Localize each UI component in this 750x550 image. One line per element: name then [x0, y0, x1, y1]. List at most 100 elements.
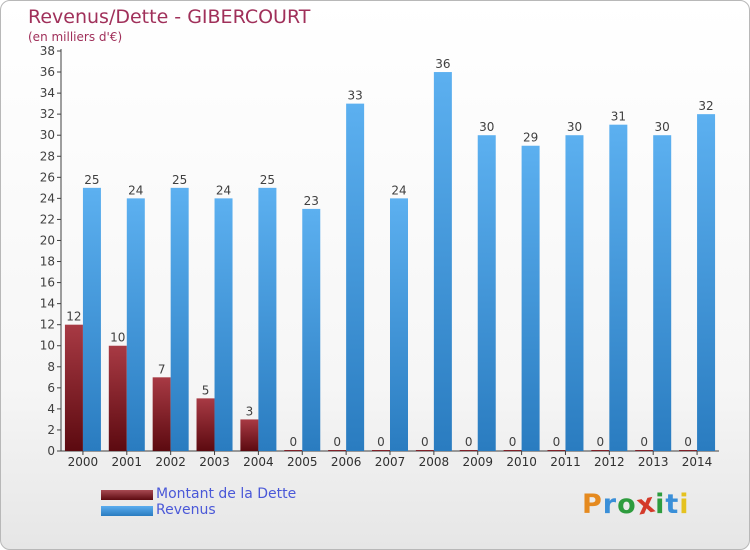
proxiti-logo: Proxiti	[582, 487, 690, 521]
y-tick-label: 2	[47, 423, 55, 437]
logo-letter: o	[617, 489, 637, 520]
bar-dette-2002	[152, 377, 171, 451]
label-revenus-2012: 31	[611, 110, 626, 124]
bar-dette-2011	[547, 450, 566, 451]
label-revenus-2006: 33	[347, 89, 362, 103]
y-tick-label: 30	[40, 128, 55, 142]
bar-dette-2000	[64, 324, 83, 451]
x-tick-label: 2009	[462, 455, 493, 469]
bar-dette-2001	[108, 345, 127, 451]
legend-swatch-revenus	[101, 506, 153, 516]
bar-dette-2007	[372, 450, 390, 451]
bar-dette-2014	[679, 450, 698, 451]
label-revenus-2008: 36	[435, 57, 450, 71]
y-tick-label: 32	[40, 107, 55, 121]
y-tick-label: 24	[40, 191, 55, 205]
bar-dette-2005	[284, 450, 303, 451]
y-tick-label: 18	[40, 255, 55, 269]
x-tick-label: 2011	[550, 455, 581, 469]
data-labels: 12 25 10 24 7 25 5 24 3 25 0 23 0 33 0 24 0 36 0 30 0 29 0 30 0 3…	[66, 57, 713, 449]
y-tick-label: 0	[47, 444, 55, 458]
x-tick-label: 2004	[243, 455, 274, 469]
label-revenus-2009: 30	[479, 120, 494, 134]
y-tick-label: 22	[40, 212, 55, 226]
bar-revenus-2011	[565, 135, 584, 452]
bar-revenus-2001	[126, 198, 145, 451]
logo-letter: i	[655, 489, 666, 520]
x-tick-label: 2007	[375, 455, 406, 469]
chart-title: Revenus/Dette - GIBERCOURT	[28, 6, 311, 28]
label-dette-2010: 0	[509, 435, 517, 449]
bar-dette-2012	[591, 450, 610, 451]
chart-subtitle: (en milliers d'€)	[28, 30, 123, 44]
logo-letter: t	[665, 489, 680, 520]
label-revenus-2001: 24	[128, 183, 143, 197]
y-tick-label: 6	[47, 381, 55, 395]
y-tick-label: 36	[40, 65, 55, 79]
logo-letter: P	[582, 489, 603, 520]
x-tick-label: 2001	[112, 455, 143, 469]
label-dette-2006: 0	[333, 435, 341, 449]
bar-revenus-2007	[390, 198, 408, 451]
y-tick-label: 34	[40, 86, 55, 100]
x-tick-label: 2003	[199, 455, 230, 469]
bar-revenus-2012	[609, 124, 628, 452]
x-tick-label: 2008	[419, 455, 450, 469]
label-dette-2003: 5	[202, 383, 210, 397]
bar-dette-2013	[635, 450, 654, 451]
bar-revenus-2000	[82, 187, 101, 451]
y-tick-label: 14	[40, 297, 55, 311]
label-dette-2011: 0	[553, 435, 561, 449]
bar-dette-2006	[328, 450, 347, 451]
bar-revenus-2014	[697, 114, 716, 451]
bar-revenus-2002	[170, 187, 189, 451]
label-dette-2008: 0	[421, 435, 429, 449]
x-tick-label: 2012	[594, 455, 625, 469]
label-revenus-2002: 25	[172, 173, 187, 187]
bar-dette-2009	[459, 450, 478, 451]
x-tick-label: 2005	[287, 455, 318, 469]
bar-revenus-2013	[653, 135, 672, 452]
bar-dette-2010	[503, 450, 522, 451]
y-tick-label: 38	[40, 44, 55, 58]
y-tick-label: 10	[40, 339, 55, 353]
y-tick-label: 20	[40, 233, 55, 247]
x-tick-label: 2010	[506, 455, 537, 469]
x-tick-label: 2000	[68, 455, 99, 469]
logo-letter: i	[679, 489, 690, 520]
bars	[64, 72, 716, 452]
logo-letter: r	[602, 489, 618, 520]
bar-revenus-2010	[521, 145, 540, 451]
label-dette-2014: 0	[684, 435, 692, 449]
y-tick-label: 26	[40, 170, 55, 184]
bar-dette-2003	[196, 398, 215, 451]
label-revenus-2011: 30	[567, 120, 582, 134]
label-revenus-2005: 23	[304, 194, 319, 208]
legend-label-revenus: Revenus	[156, 502, 216, 518]
x-tick-label: 2006	[331, 455, 362, 469]
label-dette-2009: 0	[465, 435, 473, 449]
label-revenus-2007: 24	[391, 183, 406, 197]
label-dette-2000: 12	[66, 310, 81, 324]
x-axis: 2000 2001 2002 2003 2004 2005 2006 2007 2008 2009…	[61, 450, 719, 469]
legend-swatch-dette	[101, 490, 153, 500]
label-revenus-2004: 25	[260, 173, 275, 187]
bar-revenus-2006	[346, 103, 365, 451]
bar-dette-2008	[415, 450, 434, 451]
label-dette-2002: 7	[158, 362, 166, 376]
label-revenus-2010: 29	[523, 131, 538, 145]
label-revenus-2003: 24	[216, 183, 231, 197]
label-dette-2013: 0	[640, 435, 648, 449]
x-tick-label: 2002	[155, 455, 186, 469]
y-tick-label: 16	[40, 276, 55, 290]
bar-revenus-2008	[433, 72, 452, 451]
y-tick-label: 4	[47, 402, 55, 416]
label-dette-2004: 3	[246, 404, 254, 418]
bar-revenus-2009	[477, 135, 496, 452]
bar-revenus-2003	[214, 198, 233, 451]
y-tick-label: 28	[40, 149, 55, 163]
label-revenus-2014: 32	[698, 99, 713, 113]
y-tick-label: 8	[47, 360, 55, 374]
